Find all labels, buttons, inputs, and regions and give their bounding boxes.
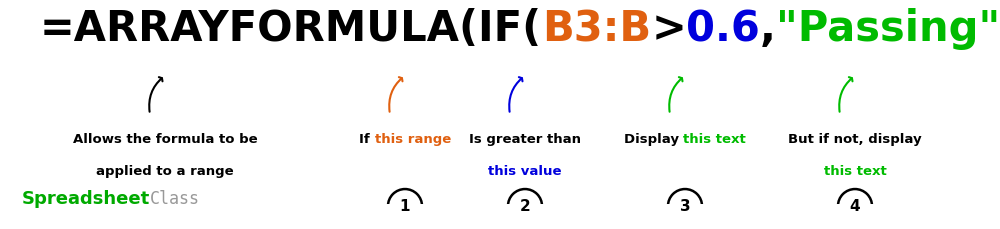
- Text: B3:B: B3:B: [542, 8, 651, 50]
- Ellipse shape: [388, 189, 422, 223]
- Text: >: >: [651, 8, 686, 50]
- Ellipse shape: [508, 189, 542, 223]
- Text: this text: this text: [824, 165, 886, 178]
- Text: Display: Display: [624, 133, 683, 146]
- Text: 2: 2: [520, 199, 530, 214]
- Ellipse shape: [838, 189, 872, 223]
- Text: 3: 3: [680, 199, 690, 214]
- Text: But if not, display: But if not, display: [788, 133, 922, 146]
- Text: Class: Class: [150, 190, 200, 208]
- Text: this value: this value: [488, 165, 562, 178]
- Text: Is greater than: Is greater than: [469, 133, 581, 146]
- Ellipse shape: [668, 189, 702, 223]
- Text: 1: 1: [400, 199, 410, 214]
- Text: "Passing": "Passing": [776, 8, 1000, 50]
- Text: ,: ,: [760, 8, 776, 50]
- Text: =ARRAYFORMULA(IF(: =ARRAYFORMULA(IF(: [40, 8, 542, 50]
- Text: If: If: [359, 133, 375, 146]
- Text: Spreadsheet: Spreadsheet: [22, 190, 150, 208]
- Text: this range: this range: [375, 133, 451, 146]
- Text: 0.6: 0.6: [686, 8, 760, 50]
- Text: 4: 4: [850, 199, 860, 214]
- Text: Allows the formula to be: Allows the formula to be: [73, 133, 257, 146]
- Text: this text: this text: [683, 133, 746, 146]
- Text: applied to a range: applied to a range: [96, 165, 234, 178]
